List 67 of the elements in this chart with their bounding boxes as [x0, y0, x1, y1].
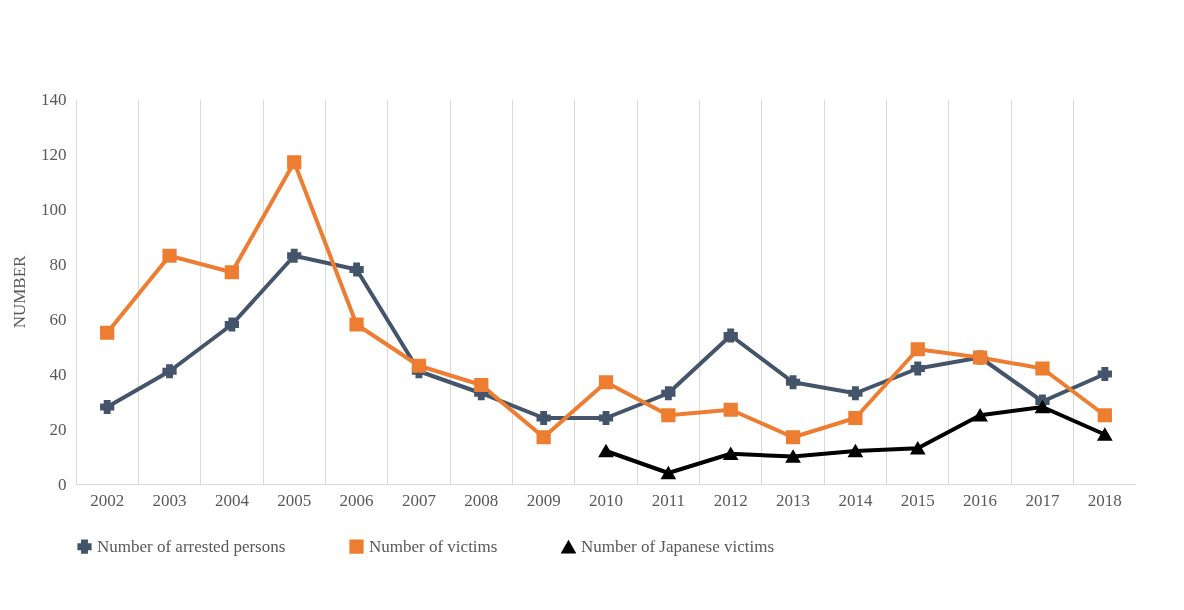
point [598, 410, 614, 426]
point [972, 408, 988, 422]
legend-label: Number of Japanese victims [581, 537, 775, 557]
point [848, 444, 863, 458]
point [474, 377, 489, 393]
point [910, 361, 925, 376]
point [162, 248, 177, 263]
x-tick-label: 2009 [526, 490, 561, 510]
point [723, 328, 738, 343]
y-tick-label: 120 [41, 144, 67, 164]
point [1035, 361, 1050, 376]
x-tick-label: 2016 [963, 490, 998, 510]
point [287, 155, 302, 170]
y-tick-label: 100 [41, 199, 67, 219]
y-tick-label: 140 [41, 89, 67, 109]
point [723, 402, 738, 417]
point [100, 325, 115, 340]
point [224, 265, 240, 280]
x-tick-label: 2006 [339, 490, 374, 510]
point [349, 262, 364, 277]
point [848, 410, 863, 426]
x-tick-label: 2013 [776, 490, 811, 510]
x-tick-label: 2014 [838, 490, 873, 510]
point [785, 450, 801, 463]
y-tick-label: 0 [58, 474, 67, 494]
x-tick-label: 2010 [589, 490, 623, 510]
y-tick-label: 60 [49, 309, 67, 329]
point [785, 430, 801, 445]
x-tick-label: 2003 [152, 490, 187, 510]
x-tick-label: 2004 [214, 490, 250, 510]
x-tick-label: 2015 [900, 490, 935, 510]
x-tick-label: 2017 [1025, 490, 1060, 510]
point [162, 364, 177, 379]
point [1097, 428, 1112, 441]
point [536, 430, 551, 445]
point [661, 386, 676, 401]
point [910, 441, 925, 455]
point [910, 342, 925, 357]
x-tick-label: 2007 [401, 490, 437, 510]
legend-label: Number of arrested persons [97, 536, 286, 556]
y-tick-label: 80 [49, 254, 67, 274]
y-tick-label: 40 [49, 364, 67, 384]
x-tick-label: 2018 [1087, 490, 1122, 510]
point [411, 358, 427, 373]
point [598, 444, 614, 458]
x-tick-label: 2005 [277, 490, 312, 510]
point [723, 447, 738, 461]
point [349, 317, 364, 332]
point [661, 408, 676, 423]
point [287, 248, 302, 263]
y-axis-title: NUMBER [10, 254, 29, 329]
point [100, 399, 115, 415]
point [598, 375, 614, 390]
point [1097, 366, 1112, 382]
point [848, 386, 863, 401]
legend-label: Number of victims [369, 536, 498, 556]
x-tick-label: 2012 [713, 490, 748, 510]
point [1097, 408, 1112, 423]
y-tick-label: 20 [49, 419, 67, 439]
point [661, 466, 676, 480]
point [785, 375, 801, 390]
x-tick-label: 2008 [464, 490, 499, 510]
point [1035, 400, 1050, 414]
point [224, 317, 240, 332]
x-tick-label: 2002 [90, 490, 125, 510]
x-tick-label: 2011 [651, 490, 686, 510]
point [536, 410, 551, 426]
